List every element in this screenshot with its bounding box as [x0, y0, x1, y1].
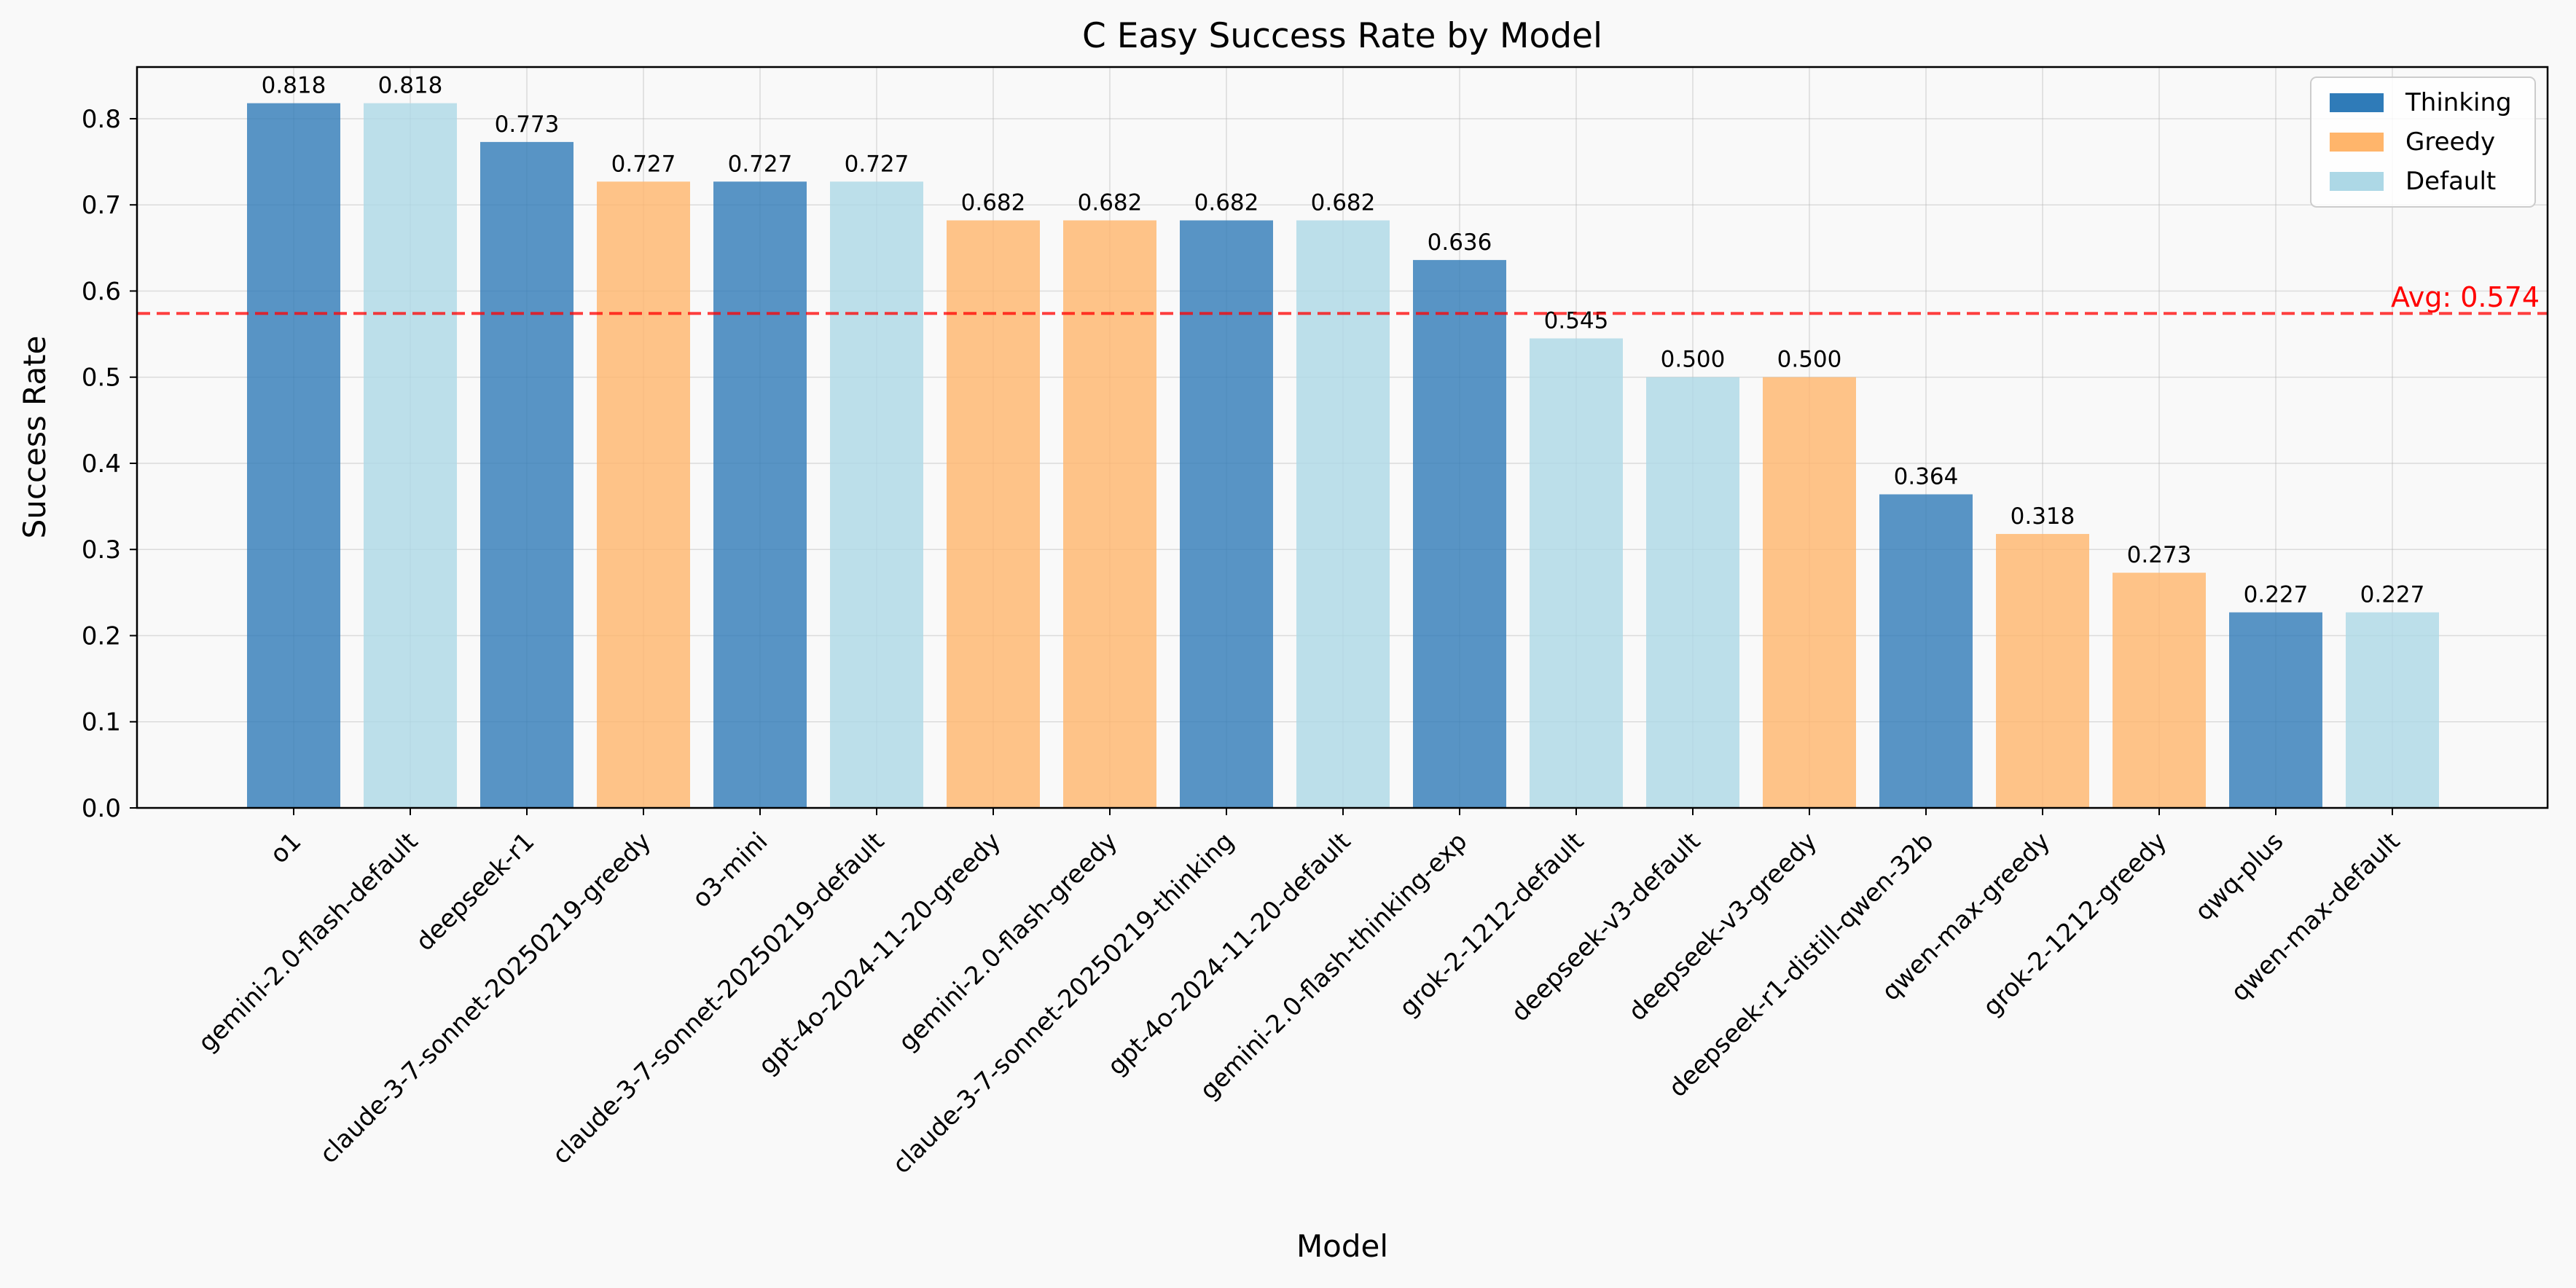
bar-value-label: 0.364 — [1894, 464, 1959, 490]
x-tick-label: o3-mini — [686, 827, 773, 914]
legend-swatch-thinking — [2330, 93, 2384, 112]
bar-deepseek-r1 — [480, 141, 573, 808]
bar-value-label: 0.227 — [2244, 582, 2309, 608]
bar-o3-mini — [713, 181, 807, 809]
bar-value-label: 0.727 — [611, 151, 676, 177]
bar-qwq-plus — [2229, 612, 2322, 808]
bar-value-label: 0.500 — [1661, 347, 1726, 373]
bar-claude-3-7-sonnet-20250219-default — [830, 181, 923, 809]
bar-value-label: 0.318 — [2011, 503, 2075, 530]
y-tick-label: 0.6 — [82, 277, 121, 306]
legend-label-greedy: Greedy — [2405, 127, 2495, 157]
bars — [247, 103, 2439, 809]
x-tick-label: o1 — [265, 827, 307, 869]
bar-qwen-max-default — [2346, 612, 2439, 808]
x-tick-label: gpt-4o-2024-11-20-greedy — [753, 827, 1006, 1080]
bar-value-label: 0.818 — [378, 73, 443, 99]
x-axis-label: Model — [1296, 1228, 1388, 1264]
bar-deepseek-v3-default — [1646, 377, 1739, 808]
bar-grok-2-1212-default — [1530, 338, 1623, 808]
bar-deepseek-v3-greedy — [1763, 377, 1856, 808]
x-tick-label: gemini-2.0-flash-greedy — [893, 827, 1123, 1057]
bar-deepseek-r1-distill-qwen-32b — [1879, 494, 1973, 808]
legend-swatch-default — [2330, 172, 2384, 191]
bar-gemini-2.0-flash-default — [364, 103, 457, 809]
bar-value-label: 0.682 — [1078, 189, 1143, 216]
bar-value-label: 0.227 — [2360, 582, 2425, 608]
bar-value-label: 0.545 — [1544, 308, 1609, 334]
bar-value-label: 0.682 — [961, 189, 1026, 216]
bar-gemini-2.0-flash-greedy — [1063, 220, 1156, 808]
legend-label-thinking: Thinking — [2405, 88, 2512, 117]
bar-value-label: 0.682 — [1311, 189, 1376, 216]
bar-qwen-max-greedy — [1996, 533, 2089, 808]
bar-value-label: 0.636 — [1428, 229, 1492, 256]
bar-gpt-4o-2024-11-20-greedy — [947, 220, 1040, 808]
y-tick-label: 0.3 — [82, 535, 121, 565]
bar-gemini-2.0-flash-thinking-exp — [1413, 259, 1506, 808]
y-tick-label: 0.7 — [82, 191, 121, 220]
bar-grok-2-1212-greedy — [2113, 573, 2206, 808]
y-tick-label: 0.1 — [82, 708, 121, 737]
bar-gpt-4o-2024-11-20-default — [1296, 220, 1390, 808]
x-tick-label: deepseek-v3-greedy — [1623, 827, 1823, 1026]
legend-label-default: Default — [2405, 167, 2496, 196]
average-label: Avg: 0.574 — [2391, 281, 2540, 313]
x-tick-label: deepseek-r1 — [410, 827, 540, 957]
average-line-group: Avg: 0.574 — [137, 281, 2548, 315]
legend: Thinking Greedy Default — [2310, 76, 2536, 208]
bar-value-label: 0.273 — [2127, 542, 2192, 568]
legend-swatch-greedy — [2330, 133, 2384, 152]
x-tick-label: deepseek-v3-default — [1506, 827, 1706, 1027]
bar-value-label: 0.727 — [845, 151, 909, 177]
bar-value-label: 0.500 — [1777, 347, 1842, 373]
bar-claude-3-7-sonnet-20250219-thinking — [1180, 220, 1273, 808]
bar-value-label: 0.727 — [728, 151, 793, 177]
y-axis-label: Success Rate — [17, 336, 52, 539]
chart-title: C Easy Success Rate by Model — [1082, 16, 1602, 56]
x-tick-label: gpt-4o-2024-11-20-default — [1102, 827, 1356, 1081]
bar-claude-3-7-sonnet-20250219-greedy — [597, 181, 690, 809]
y-tick-label: 0.0 — [82, 794, 121, 823]
y-tick-label: 0.8 — [82, 105, 121, 134]
y-tick-label: 0.5 — [82, 364, 121, 393]
x-tick-label: qwq-plus — [2190, 827, 2290, 927]
bar-value-label: 0.682 — [1194, 189, 1259, 216]
bar-value-label: 0.818 — [262, 73, 326, 99]
x-tick-label: gemini-2.0-flash-default — [193, 827, 424, 1058]
bar-o1 — [247, 103, 340, 809]
bar-value-label: 0.773 — [495, 111, 560, 138]
y-tick-label: 0.2 — [82, 621, 121, 651]
y-axis-ticks: 0.0 0.1 0.2 0.3 0.4 0.5 0.6 0.7 0.8 — [82, 105, 137, 823]
x-axis-ticks: o1gemini-2.0-flash-defaultdeepseek-r1cla… — [193, 808, 2405, 1179]
y-tick-label: 0.4 — [82, 449, 121, 479]
